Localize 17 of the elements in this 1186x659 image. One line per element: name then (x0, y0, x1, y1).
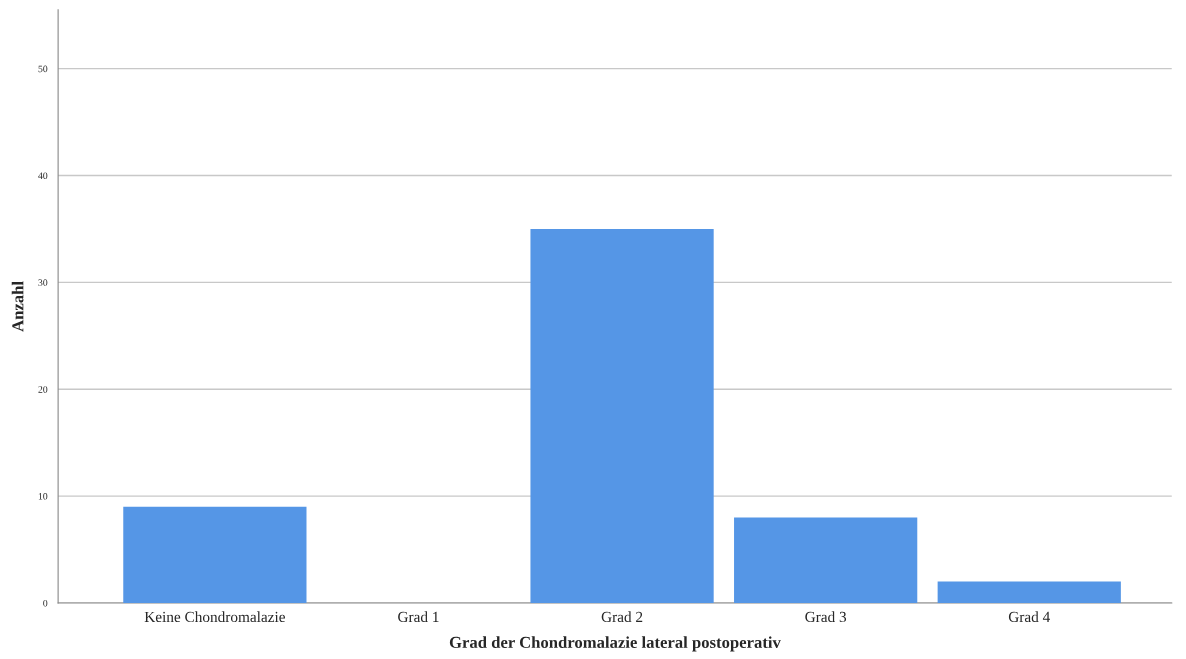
x-tick-label: Keine Chondromalazie (144, 611, 285, 623)
x-tick-label: Grad 3 (805, 611, 847, 623)
y-tick-label: 20 (38, 386, 48, 393)
y-tick-label: 50 (38, 65, 48, 73)
x-tick-label: Grad 1 (398, 611, 439, 623)
y-axis-title: Anzahl (11, 281, 24, 332)
bar (937, 581, 1121, 603)
y-tick-label: 30 (38, 279, 48, 286)
y-tick-label: 0 (43, 599, 48, 607)
x-tick-label: Grad 4 (1008, 611, 1051, 623)
y-tick-label: 40 (38, 172, 48, 179)
bar (123, 506, 307, 603)
x-tick-label: Grad 2 (601, 611, 643, 623)
y-tick-label: 10 (38, 493, 48, 500)
bar (530, 228, 714, 603)
bar (734, 517, 918, 603)
x-axis-title: Grad der Chondromalazie lateral postoperativ (449, 636, 781, 652)
